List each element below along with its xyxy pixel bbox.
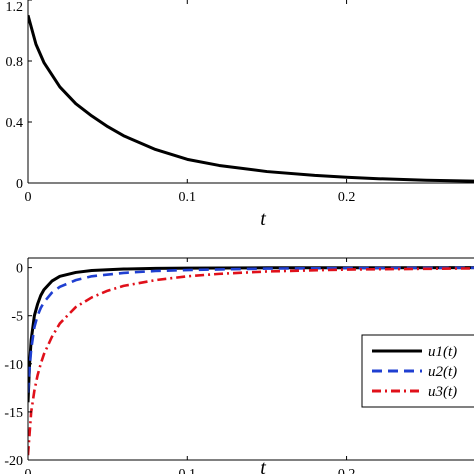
top-ytick-label: 0.8 xyxy=(6,55,24,70)
top-plot-area xyxy=(28,0,474,183)
top-series-group xyxy=(28,14,474,183)
bottom-ytick-label: 0 xyxy=(16,262,23,277)
top-series-line-1 xyxy=(28,14,474,183)
legend-entries: u1(t) u2(t) u3(t) xyxy=(372,344,457,400)
bottom-ytick-label: -15 xyxy=(4,406,23,421)
bottom-series-line-2 xyxy=(28,266,474,393)
bottom-ytick-label: -10 xyxy=(4,358,23,373)
top-xtick-label: 0.2 xyxy=(338,190,356,205)
bottom-xtick-label: 0.1 xyxy=(179,467,197,474)
bottom-ytick-label: -20 xyxy=(4,454,23,469)
bottom-series-line-1 xyxy=(28,266,474,403)
legend-label-2: u2(t) xyxy=(428,364,457,380)
top-ytick-label: 0.4 xyxy=(6,116,24,131)
top-xtick-label: 0 xyxy=(25,190,32,205)
bottom-panel: 0 0.1 0.2 -20 -15 -10 -5 0 t u1(t) u2(t) u3(t) xyxy=(4,257,474,474)
legend-label-1: u1(t) xyxy=(428,344,457,360)
bottom-series-group xyxy=(28,266,474,456)
bottom-ticks-group: 0 0.1 0.2 -20 -15 -10 -5 0 xyxy=(4,258,355,474)
top-panel: 0 0.1 0.2 0 0.4 0.8 1.2 t xyxy=(6,0,474,230)
top-ytick-label: 0 xyxy=(16,177,23,192)
top-ytick-label: 1.2 xyxy=(6,0,24,15)
legend: u1(t) u2(t) u3(t) xyxy=(361,334,474,408)
bottom-xtick-label: 0.2 xyxy=(338,467,356,474)
top-ticks-group: 0 0.1 0.2 0 0.4 0.8 1.2 xyxy=(6,0,356,205)
bottom-xtick-label: 0 xyxy=(25,467,32,474)
top-xtick-label: 0.1 xyxy=(179,190,197,205)
bottom-xlabel: t xyxy=(260,457,266,474)
bottom-ytick-label: -5 xyxy=(11,310,23,325)
top-xlabel: t xyxy=(260,208,266,230)
legend-label-3: u3(t) xyxy=(428,384,457,400)
bottom-series-line-3 xyxy=(28,267,474,456)
